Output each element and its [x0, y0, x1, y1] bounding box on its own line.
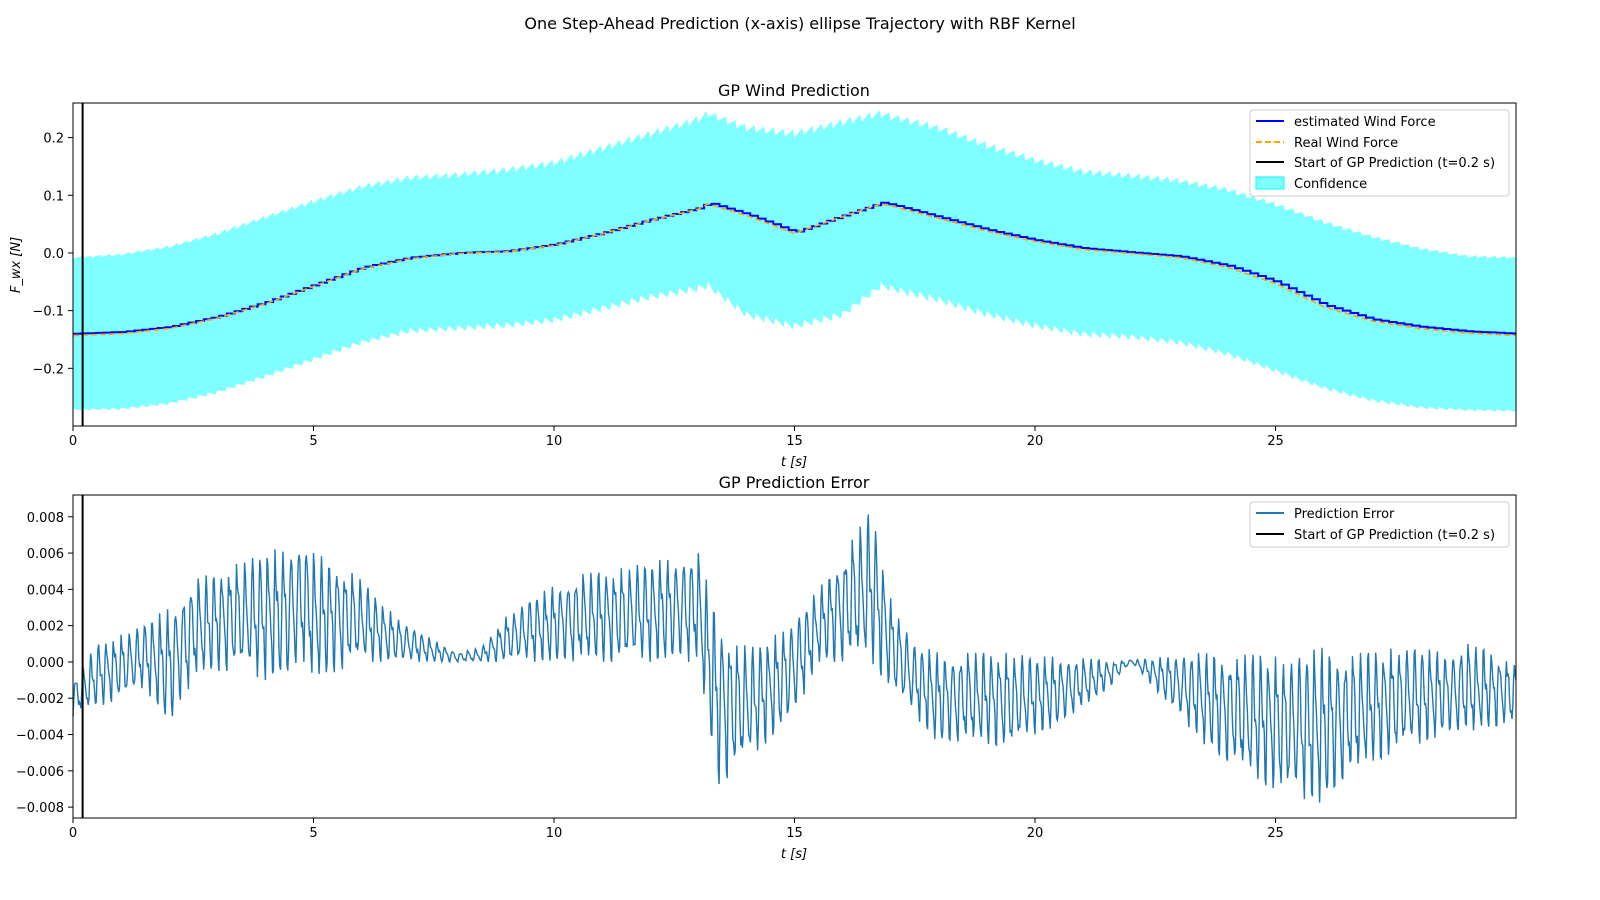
- y-tick-label: 0.2: [43, 132, 64, 147]
- legend-error-label: Prediction Error: [1294, 507, 1395, 522]
- x-tick-label: 25: [1267, 434, 1284, 449]
- x-tick-label: 25: [1267, 826, 1284, 841]
- error-legend: Prediction Error Start of GP Prediction …: [1249, 501, 1510, 548]
- legend-confidence-label: Confidence: [1294, 177, 1367, 192]
- wind-y-axis-label: F_wx [N]: [9, 237, 24, 293]
- x-tick-label: 10: [546, 826, 563, 841]
- prediction-error-line: [72, 514, 1517, 803]
- y-tick-label: 0.008: [27, 511, 64, 526]
- legend-confidence-swatch: [1255, 176, 1285, 190]
- x-tick-label: 0: [69, 434, 77, 449]
- x-tick-label: 15: [786, 826, 803, 841]
- x-tick-label: 5: [309, 826, 317, 841]
- y-tick-label: 0.004: [27, 583, 64, 598]
- y-tick-label: −0.008: [16, 801, 64, 816]
- legend-start-label: Start of GP Prediction (t=0.2 s): [1294, 156, 1495, 171]
- y-tick-label: 0.000: [27, 656, 64, 671]
- confidence-area: [73, 110, 1516, 412]
- y-tick-label: −0.006: [16, 765, 64, 780]
- wind-x-axis-label: t [s]: [781, 455, 807, 470]
- wind-prediction-panel: GP Wind Prediction 0 5 10 15 20 25 −0.2 −0.1 0.…: [9, 81, 1517, 470]
- x-tick-label: 20: [1027, 826, 1044, 841]
- figure-title: One Step-Ahead Prediction (x-axis) ellip…: [524, 14, 1076, 33]
- y-tick-label: 0.1: [43, 189, 64, 204]
- y-tick-label: −0.002: [16, 692, 64, 707]
- y-tick-label: 0.006: [27, 547, 64, 562]
- legend-estimate-label: estimated Wind Force: [1294, 115, 1436, 130]
- prediction-error-panel: GP Prediction Error 0 5 10 15 20 25 −0.008 −0.…: [16, 473, 1517, 862]
- y-tick-label: −0.1: [32, 305, 64, 320]
- x-tick-label: 0: [69, 826, 77, 841]
- x-tick-label: 15: [786, 434, 803, 449]
- error-panel-title: GP Prediction Error: [719, 473, 870, 492]
- x-tick-label: 10: [546, 434, 563, 449]
- x-tick-label: 5: [309, 434, 317, 449]
- y-tick-label: −0.2: [32, 362, 64, 377]
- wind-panel-title: GP Wind Prediction: [718, 81, 870, 100]
- x-tick-label: 20: [1027, 434, 1044, 449]
- y-tick-label: 0.002: [27, 620, 64, 635]
- legend-error-start-label: Start of GP Prediction (t=0.2 s): [1294, 528, 1495, 543]
- wind-legend: estimated Wind Force Real Wind Force Sta…: [1249, 109, 1510, 197]
- y-tick-label: 0.0: [43, 247, 64, 262]
- y-tick-label: −0.004: [16, 729, 64, 744]
- estimated-wind-force-line: [73, 201, 1516, 335]
- error-legend-box: [1249, 501, 1510, 548]
- confidence-band: [73, 110, 1516, 412]
- legend-real-label: Real Wind Force: [1294, 136, 1398, 151]
- real-wind-force-line: [73, 203, 1517, 337]
- wind-legend-box: [1249, 109, 1510, 197]
- error-x-axis-label: t [s]: [781, 847, 807, 862]
